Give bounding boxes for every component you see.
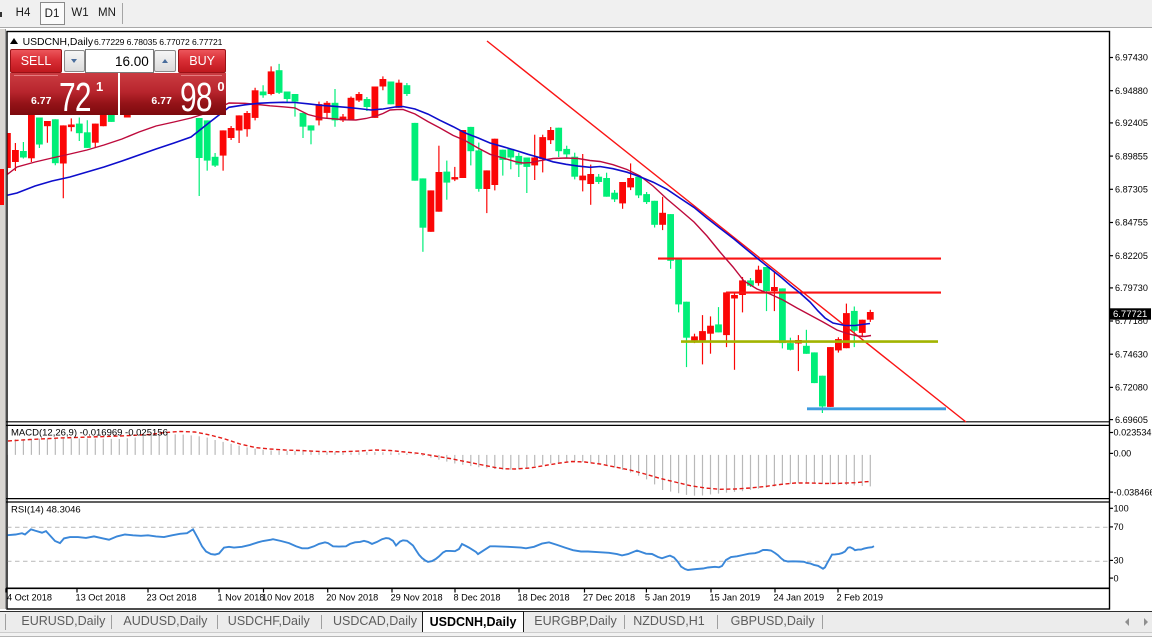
- svg-text:30: 30: [1114, 556, 1124, 566]
- svg-text:18 Dec 2018: 18 Dec 2018: [518, 593, 570, 603]
- svg-text:6.94880: 6.94880: [1115, 86, 1148, 96]
- svg-text:8 Dec 2018: 8 Dec 2018: [454, 593, 501, 603]
- svg-text:-0.038466: -0.038466: [1114, 487, 1152, 497]
- svg-text:70: 70: [1114, 522, 1124, 532]
- svg-text:6.97430: 6.97430: [1115, 53, 1148, 63]
- svg-text:100: 100: [1114, 504, 1129, 514]
- svg-text:24 Jan 2019: 24 Jan 2019: [774, 593, 825, 603]
- svg-text:6.82205: 6.82205: [1115, 251, 1148, 261]
- svg-text:6.69605: 6.69605: [1115, 415, 1148, 425]
- svg-text:4 Oct 2018: 4 Oct 2018: [7, 593, 52, 603]
- svg-text:0: 0: [1114, 573, 1119, 583]
- svg-text:6.89855: 6.89855: [1115, 151, 1148, 161]
- svg-text:23 Oct 2018: 23 Oct 2018: [147, 593, 197, 603]
- svg-text:20 Nov 2018: 20 Nov 2018: [326, 593, 378, 603]
- svg-text:6.84755: 6.84755: [1115, 218, 1148, 228]
- svg-text:0.023534: 0.023534: [1114, 428, 1152, 438]
- svg-text:13 Oct 2018: 13 Oct 2018: [76, 593, 126, 603]
- svg-text:MACD(12,26,9) -0.016969 -0.025: MACD(12,26,9) -0.016969 -0.025156: [11, 428, 168, 439]
- svg-text:15 Jan 2019: 15 Jan 2019: [710, 593, 761, 603]
- svg-text:USDCNH,Daily: USDCNH,Daily: [23, 37, 94, 48]
- svg-text:6.77229 6.78035 6.77072 6.7772: 6.77229 6.78035 6.77072 6.77721: [94, 37, 223, 47]
- svg-text:29 Nov 2018: 29 Nov 2018: [391, 593, 443, 603]
- svg-text:6.77721: 6.77721: [1113, 309, 1147, 320]
- svg-text:6.74630: 6.74630: [1115, 349, 1148, 359]
- svg-text:10 Nov 2018: 10 Nov 2018: [262, 593, 314, 603]
- svg-text:5 Jan 2019: 5 Jan 2019: [645, 593, 690, 603]
- svg-text:6.79730: 6.79730: [1115, 283, 1148, 293]
- svg-text:27 Dec 2018: 27 Dec 2018: [583, 593, 635, 603]
- svg-text:6.87305: 6.87305: [1115, 185, 1148, 195]
- svg-text:1 Nov 2018: 1 Nov 2018: [218, 593, 265, 603]
- svg-text:6.72080: 6.72080: [1115, 383, 1148, 393]
- svg-text:2 Feb 2019: 2 Feb 2019: [837, 593, 884, 603]
- svg-text:0.00: 0.00: [1114, 449, 1132, 459]
- svg-text:6.92405: 6.92405: [1115, 118, 1148, 128]
- svg-text:RSI(14) 48.3046: RSI(14) 48.3046: [11, 505, 81, 516]
- svg-text:6.77180: 6.77180: [1115, 316, 1148, 326]
